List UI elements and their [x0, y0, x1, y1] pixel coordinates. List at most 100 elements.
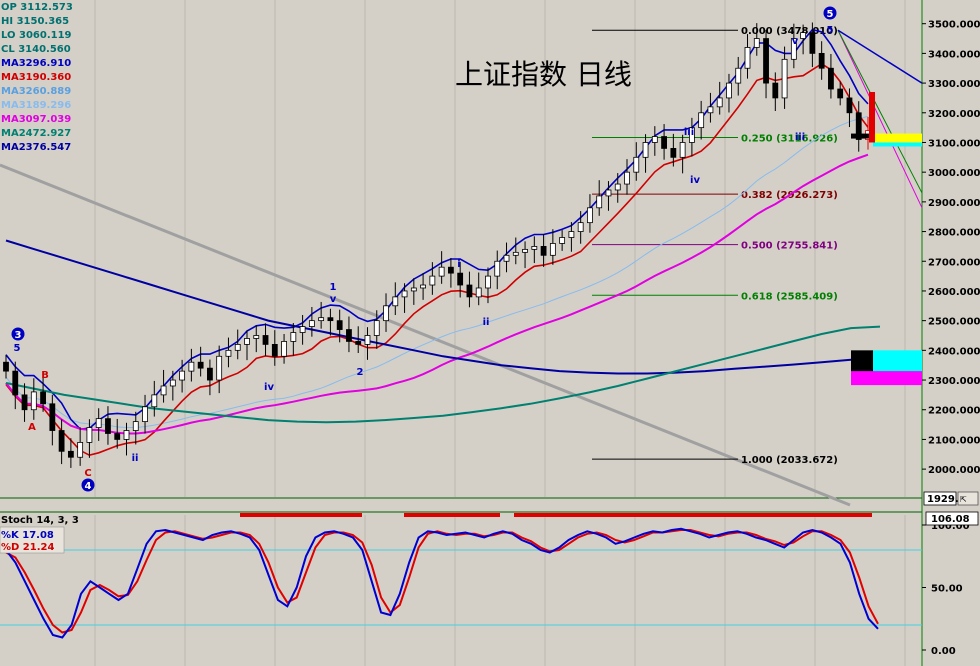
candle-body [160, 385, 167, 396]
candle-body [179, 370, 186, 381]
fib-label: 0.618 (2585.409) [741, 291, 838, 302]
stoch-current-tag: 106.08 [931, 514, 970, 525]
current-price-tag: 1929. [927, 494, 959, 505]
axis-panel-bg [922, 0, 980, 666]
candle-body [410, 287, 417, 292]
candle-body [197, 361, 204, 369]
stoch-k-label: %K 17.08 [1, 530, 54, 541]
axis-tick-label: 3100.000 [928, 138, 980, 149]
wave-circle [823, 6, 837, 20]
wave-label: 5 [827, 9, 834, 20]
wave-label: 2 [357, 367, 364, 378]
candle-body [281, 341, 287, 357]
last-candle-red [869, 91, 875, 143]
candlesticks [3, 22, 871, 468]
axis-tick-label: 2800.000 [928, 228, 980, 239]
price-info-row: MA2472.927 [1, 128, 71, 139]
zone-yellow [873, 133, 922, 144]
price-info-panel: OP 3112.573 HI 3150.365 LO 3060.119 CL 3140… [1, 2, 73, 153]
candle-body [86, 427, 93, 443]
candle-body [392, 296, 399, 307]
svg-text:⇱: ⇱ [960, 495, 967, 504]
wave-circle [11, 327, 25, 341]
wave-label: B [41, 370, 49, 381]
axis-tick-label: 3500.000 [928, 20, 980, 31]
stoch-legend-box [0, 526, 65, 554]
stoch-current-tag-box [925, 511, 979, 526]
candle-body [707, 106, 714, 114]
candle-body [188, 361, 195, 372]
ma-red [5, 62, 869, 457]
candle-body [169, 379, 176, 387]
axis-tick-label: 2000.000 [928, 465, 980, 476]
candle-body [763, 38, 769, 84]
wave-label: iv [264, 382, 274, 393]
candle-body [753, 38, 760, 48]
price-info-row: MA3296.910 [1, 58, 71, 69]
candle-body [633, 156, 640, 173]
candle-body [494, 260, 501, 277]
axis-tick-label: 3300.000 [928, 79, 980, 90]
wave-label: C [84, 468, 91, 479]
trend-line [0, 163, 851, 507]
candle-body [475, 287, 482, 298]
price-info-row: LO 3060.119 [1, 30, 72, 41]
candle-body [781, 58, 788, 99]
candle-body [420, 284, 426, 289]
wave-label: 5 [14, 343, 21, 354]
chart-title: 上证指数 日线 [455, 58, 632, 91]
candle-body [485, 275, 491, 289]
candle-body [828, 67, 834, 90]
axis-tick-label: 2700.000 [928, 257, 980, 268]
wave-label: 1 [330, 282, 337, 293]
candle-body [308, 320, 315, 327]
candle-body [3, 361, 9, 372]
candle-body [512, 251, 519, 256]
stoch-k-line [5, 527, 879, 639]
projection-line [837, 29, 923, 194]
candle-body [151, 394, 158, 408]
zone-black-lower [851, 350, 873, 373]
candle-body [855, 112, 862, 140]
candle-body [318, 317, 325, 322]
candle-body [207, 367, 213, 381]
zone-magenta [851, 371, 922, 386]
stoch-d-line [5, 529, 879, 634]
ma-long-green [5, 325, 881, 424]
projection-line [837, 30, 923, 209]
ma-lightblue [5, 115, 869, 428]
axis-tick-label: 2400.000 [928, 346, 980, 357]
stoch-panel-bg [0, 515, 922, 666]
moving-averages [5, 28, 923, 457]
candle-body [225, 349, 232, 357]
stoch-axis-label: 100.00 [931, 521, 970, 532]
ma-blue-upper [5, 28, 869, 430]
candle-body [132, 421, 139, 431]
wave-label: ii [132, 453, 139, 464]
candle-body [466, 284, 473, 298]
candle-body [77, 441, 84, 458]
candle-body [373, 320, 380, 336]
candle-body [800, 32, 807, 39]
candle-body [531, 246, 538, 250]
stoch-axis-label: 50.00 [931, 584, 963, 595]
candle-body [355, 341, 362, 345]
candle-body [21, 394, 28, 411]
candle-body [142, 406, 148, 423]
candle-body [105, 418, 111, 434]
candle-body [40, 391, 46, 405]
candle-body [95, 418, 102, 428]
wave-label: i [457, 259, 460, 270]
candle-body [438, 266, 445, 277]
wave-label: 3 [15, 330, 22, 341]
ma-magenta [5, 153, 869, 435]
candle-body [818, 52, 825, 69]
candle-body [716, 97, 723, 108]
price-axis: 3600.000 3500.000 3400.000 3300.000 3200.000… [922, 0, 980, 476]
zoom-icon[interactable] [957, 491, 979, 506]
candle-body [290, 332, 297, 342]
candle-body [234, 344, 241, 351]
